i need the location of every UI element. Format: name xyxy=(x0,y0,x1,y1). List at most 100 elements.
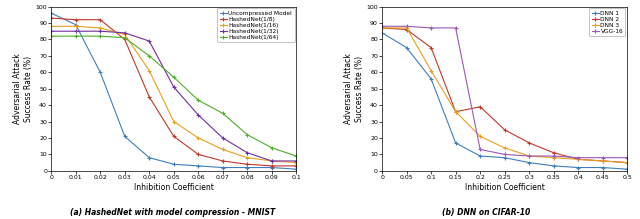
HashedNet(1/8) xyxy=(170,135,177,138)
HashedNet(1/64) xyxy=(170,76,177,79)
HashedNet(1/16) xyxy=(145,69,153,72)
HashedNet(1/8) xyxy=(97,18,104,21)
Line: Uncompressed Model: Uncompressed Model xyxy=(49,11,299,172)
DNN 3 xyxy=(452,110,460,113)
Uncompressed Model xyxy=(219,166,227,169)
DNN 1 xyxy=(574,166,582,169)
DNN 2 xyxy=(623,161,631,164)
HashedNet(1/16) xyxy=(97,27,104,29)
HashedNet(1/64) xyxy=(145,55,153,57)
Line: DNN 3: DNN 3 xyxy=(380,25,630,165)
HashedNet(1/16) xyxy=(195,137,202,139)
DNN 2 xyxy=(501,128,509,131)
Legend: DNN 1, DNN 2, DNN 3, VGG-16: DNN 1, DNN 2, DNN 3, VGG-16 xyxy=(589,8,625,36)
DNN 2 xyxy=(428,46,435,49)
HashedNet(1/32) xyxy=(195,114,202,116)
Line: HashedNet(1/32): HashedNet(1/32) xyxy=(49,29,299,163)
HashedNet(1/32) xyxy=(145,40,153,42)
Uncompressed Model xyxy=(292,168,300,171)
DNN 3 xyxy=(599,160,607,162)
HashedNet(1/16) xyxy=(121,33,129,36)
DNN 2 xyxy=(452,110,460,113)
DNN 3 xyxy=(525,155,533,157)
HashedNet(1/8) xyxy=(145,95,153,98)
Uncompressed Model xyxy=(268,166,276,169)
HashedNet(1/32) xyxy=(170,86,177,88)
VGG-16 xyxy=(574,156,582,159)
HashedNet(1/8) xyxy=(72,18,79,21)
Y-axis label: Adversarial Attack
Success Rate (%): Adversarial Attack Success Rate (%) xyxy=(13,53,33,124)
HashedNet(1/16) xyxy=(292,161,300,164)
DNN 1 xyxy=(501,156,509,159)
Uncompressed Model xyxy=(145,156,153,159)
HashedNet(1/8) xyxy=(47,17,55,19)
HashedNet(1/32) xyxy=(292,160,300,162)
DNN 2 xyxy=(599,160,607,162)
VGG-16 xyxy=(476,148,484,151)
Text: (b) DNN on CIFAR-10: (b) DNN on CIFAR-10 xyxy=(442,208,531,217)
HashedNet(1/32) xyxy=(268,160,276,162)
Line: DNN 1: DNN 1 xyxy=(380,30,630,172)
HashedNet(1/64) xyxy=(72,35,79,37)
X-axis label: Inhibition Coefficient: Inhibition Coefficient xyxy=(134,183,214,192)
VGG-16 xyxy=(623,156,631,159)
VGG-16 xyxy=(378,25,386,28)
Uncompressed Model xyxy=(243,166,251,169)
HashedNet(1/32) xyxy=(72,30,79,32)
DNN 2 xyxy=(403,28,410,31)
DNN 1 xyxy=(428,78,435,80)
DNN 1 xyxy=(599,166,607,169)
HashedNet(1/32) xyxy=(47,30,55,32)
DNN 3 xyxy=(476,135,484,138)
Line: VGG-16: VGG-16 xyxy=(380,24,630,160)
Uncompressed Model xyxy=(47,12,55,14)
Y-axis label: Adversarial Attack
Success Rate (%): Adversarial Attack Success Rate (%) xyxy=(344,53,364,124)
VGG-16 xyxy=(550,155,557,157)
Line: DNN 2: DNN 2 xyxy=(380,25,630,165)
HashedNet(1/16) xyxy=(219,148,227,151)
HashedNet(1/64) xyxy=(219,112,227,115)
VGG-16 xyxy=(599,156,607,159)
VGG-16 xyxy=(428,27,435,29)
X-axis label: Inhibition Coefficient: Inhibition Coefficient xyxy=(465,183,545,192)
DNN 3 xyxy=(378,27,386,29)
HashedNet(1/8) xyxy=(121,38,129,41)
HashedNet(1/32) xyxy=(219,137,227,139)
Uncompressed Model xyxy=(121,135,129,138)
Uncompressed Model xyxy=(72,23,79,26)
DNN 1 xyxy=(476,155,484,157)
HashedNet(1/64) xyxy=(243,133,251,136)
Text: (a) HashedNet with model compression - MNIST: (a) HashedNet with model compression - M… xyxy=(70,208,275,217)
HashedNet(1/8) xyxy=(219,160,227,162)
DNN 1 xyxy=(550,165,557,167)
DNN 3 xyxy=(550,156,557,159)
HashedNet(1/64) xyxy=(195,99,202,102)
DNN 3 xyxy=(428,69,435,72)
VGG-16 xyxy=(501,153,509,156)
HashedNet(1/8) xyxy=(292,165,300,167)
DNN 2 xyxy=(525,142,533,144)
Uncompressed Model xyxy=(97,71,104,74)
HashedNet(1/64) xyxy=(292,155,300,157)
Legend: Uncompressed Model, HashedNet(1/8), HashedNet(1/16), HashedNet(1/32), HashedNet(: Uncompressed Model, HashedNet(1/8), Hash… xyxy=(218,8,294,42)
HashedNet(1/16) xyxy=(170,120,177,123)
DNN 1 xyxy=(623,168,631,171)
DNN 3 xyxy=(501,147,509,149)
HashedNet(1/64) xyxy=(121,36,129,39)
DNN 2 xyxy=(550,152,557,154)
HashedNet(1/32) xyxy=(121,32,129,34)
VGG-16 xyxy=(403,25,410,28)
HashedNet(1/64) xyxy=(47,35,55,37)
VGG-16 xyxy=(525,155,533,157)
Line: HashedNet(1/8): HashedNet(1/8) xyxy=(49,16,299,168)
DNN 1 xyxy=(403,46,410,49)
DNN 3 xyxy=(574,158,582,161)
DNN 3 xyxy=(403,27,410,29)
DNN 1 xyxy=(378,32,386,34)
DNN 1 xyxy=(452,142,460,144)
DNN 3 xyxy=(623,161,631,164)
HashedNet(1/16) xyxy=(243,156,251,159)
HashedNet(1/64) xyxy=(97,35,104,37)
DNN 2 xyxy=(476,106,484,108)
Line: HashedNet(1/64): HashedNet(1/64) xyxy=(49,34,299,159)
